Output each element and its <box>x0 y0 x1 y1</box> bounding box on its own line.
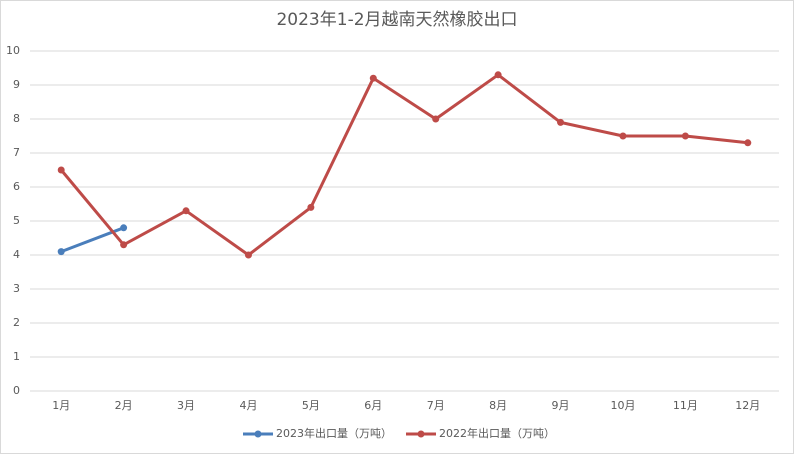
chart-title: 2023年1-2月越南天然橡胶出口 <box>276 10 517 30</box>
y-tick-label: 5 <box>13 214 20 227</box>
point <box>57 166 65 174</box>
legend-label: 2022年出口量（万吨） <box>439 426 555 440</box>
y-tick-label: 6 <box>13 180 20 193</box>
point <box>369 74 377 82</box>
point <box>681 132 689 140</box>
x-tick-label: 12月 <box>735 399 760 412</box>
legend-marker <box>254 430 262 438</box>
point <box>619 132 627 140</box>
legend-label: 2023年出口量（万吨） <box>276 426 392 440</box>
x-tick-label: 9月 <box>552 399 570 412</box>
x-tick-label: 7月 <box>427 399 445 412</box>
y-tick-label: 10 <box>6 44 20 57</box>
legend-marker <box>417 430 425 438</box>
y-tick-label: 3 <box>13 282 20 295</box>
y-tick-label: 9 <box>13 78 20 91</box>
point <box>57 248 65 256</box>
x-tick-label: 11月 <box>673 399 698 412</box>
x-tick-label: 1月 <box>52 399 70 412</box>
y-tick-label: 2 <box>13 316 20 329</box>
point <box>557 118 565 126</box>
y-tick-label: 0 <box>13 384 20 397</box>
point <box>120 224 128 232</box>
x-tick-label: 8月 <box>489 399 507 412</box>
y-tick-label: 4 <box>13 248 20 261</box>
point <box>744 139 752 147</box>
y-tick-label: 7 <box>13 146 20 159</box>
x-tick-label: 10月 <box>610 399 635 412</box>
point <box>244 251 252 259</box>
x-tick-label: 2月 <box>115 399 133 412</box>
point <box>432 115 440 123</box>
point <box>307 203 315 211</box>
point <box>120 241 128 249</box>
series-line <box>60 73 748 257</box>
x-tick-label: 5月 <box>302 399 320 412</box>
x-tick-label: 4月 <box>239 399 257 412</box>
y-tick-label: 8 <box>13 112 20 125</box>
point <box>182 207 190 215</box>
x-tick-label: 6月 <box>364 399 382 412</box>
y-tick-label: 1 <box>13 350 20 363</box>
point <box>494 71 502 79</box>
x-tick-label: 3月 <box>177 399 195 412</box>
